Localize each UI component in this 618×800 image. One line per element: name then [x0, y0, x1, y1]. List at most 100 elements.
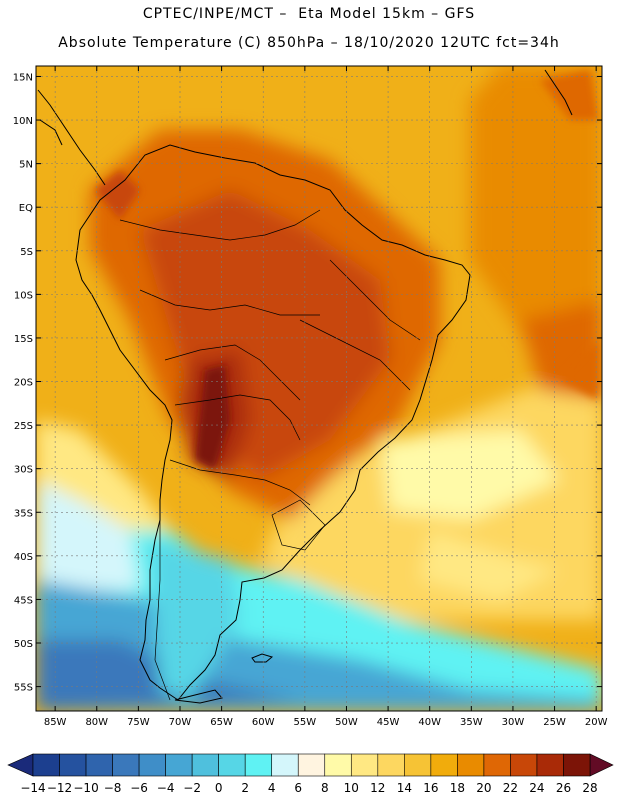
colorbar-swatch — [59, 753, 87, 777]
border-uruguay — [271, 499, 326, 551]
lat-tick-label: 10S — [14, 290, 33, 301]
lon-tick-label: 25W — [543, 717, 566, 728]
border-north — [119, 209, 321, 241]
lon-tick-label: 55W — [294, 717, 317, 728]
colorbar-label: 14 — [397, 781, 412, 795]
colorbar-boxes — [7, 753, 614, 777]
colorbar-label: 26 — [556, 781, 571, 795]
colorbar-label: 8 — [321, 781, 329, 795]
field-patagonia — [150, 540, 240, 700]
lat-tick-label: EQ — [19, 203, 33, 214]
coastlines — [37, 69, 573, 704]
border-argentina-north — [169, 459, 311, 506]
colorbar-label: −2 — [183, 781, 201, 795]
lon-tick-label: 40W — [418, 717, 441, 728]
lat-tick-label: 35S — [14, 508, 33, 519]
lat-tick-label: 45S — [14, 595, 33, 606]
colorbar-swatch — [271, 753, 299, 777]
lat-tick-label: 55S — [14, 683, 33, 694]
lon-tick-label: 35W — [460, 717, 483, 728]
lon-tick-label: 65W — [210, 717, 233, 728]
caribbean-islands — [544, 69, 573, 116]
colorbar-label: 6 — [294, 781, 302, 795]
border-brazil-states — [299, 319, 411, 391]
field-pacific-pale — [36, 480, 140, 590]
colorbar-swatch — [112, 753, 140, 777]
colorbar-swatch — [457, 753, 485, 777]
colorbar-swatch — [297, 753, 326, 777]
colorbar-label: −10 — [73, 781, 98, 795]
field-east-warm-spot — [560, 340, 598, 400]
colorbar-min-arrow — [7, 753, 34, 777]
colorbar-label: 4 — [268, 781, 276, 795]
lon-tick-label: 60W — [252, 717, 275, 728]
border-chile-argentina — [154, 500, 171, 701]
lat-tick-label: 50S — [14, 639, 33, 650]
colorbar-swatch — [218, 753, 246, 777]
colorbar-label: 2 — [241, 781, 249, 795]
graticule — [36, 66, 602, 711]
colorbar-swatch — [85, 753, 113, 777]
colorbar: −14 −12 −10 −8 −6 −4 −2 0 2 4 6 8 10 12 14 16 18 20 22 24 26… — [7, 753, 614, 795]
colorbar-swatch — [377, 753, 405, 777]
colorbar-label: 16 — [423, 781, 438, 795]
colorbar-label: 18 — [450, 781, 465, 795]
lon-tick-label: 20W — [585, 717, 608, 728]
colorbar-label: −12 — [47, 781, 72, 795]
falklands — [251, 653, 274, 663]
lon-tick-label: 75W — [127, 717, 150, 728]
colorbar-swatch — [404, 753, 432, 777]
lon-tick-label: 45W — [377, 717, 400, 728]
colorbar-swatch — [483, 753, 511, 777]
colorbar-swatch — [536, 753, 564, 777]
colorbar-label: −6 — [130, 781, 148, 795]
chart-title-line-2: Absolute Temperature (C) 850hPa – 18/10/… — [58, 35, 560, 51]
central-america-coast — [37, 89, 106, 186]
colorbar-swatch — [430, 753, 458, 777]
lon-tick-label: 50W — [335, 717, 358, 728]
lat-tick-label: 15N — [13, 72, 33, 83]
colorbar-swatch — [165, 753, 193, 777]
colorbar-label: −8 — [104, 781, 122, 795]
temperature-map: 15N 10N 5N EQ 5S 10S 15S 20S 25S 30S 35S 40S 45S 50S 5… — [13, 65, 608, 728]
colorbar-swatch — [138, 753, 166, 777]
border-brazil-states-2 — [329, 259, 421, 341]
colorbar-label: 10 — [344, 781, 359, 795]
country-borders — [119, 209, 421, 701]
border-amazon — [139, 289, 320, 316]
lat-tick-label: 30S — [14, 465, 33, 476]
map-frame — [35, 65, 603, 712]
lat-tick-label: 20S — [14, 378, 33, 389]
chart-title-line-1: CPTEC/INPE/MCT – Eta Model 15km – GFS — [142, 6, 476, 22]
lat-tick-label: 40S — [14, 552, 33, 563]
latitude-axis: 15N 10N 5N EQ 5S 10S 15S 20S 25S 30S 35S 40S 45S 50S 5… — [13, 72, 602, 694]
colorbar-swatch — [563, 753, 591, 777]
field-hotspot — [195, 365, 230, 470]
colorbar-swatch — [324, 753, 352, 777]
border-paraguay — [174, 394, 301, 441]
south-america-coast — [75, 144, 471, 701]
lon-tick-label: 85W — [44, 717, 67, 728]
colorbar-label: 22 — [503, 781, 518, 795]
colorbar-swatch — [191, 753, 219, 777]
colorbar-swatch — [510, 753, 538, 777]
border-bolivia — [164, 344, 301, 401]
colorbar-labels: −14 −12 −10 −8 −6 −4 −2 0 2 4 6 8 10 12 14 16 18 20 22 24 26… — [20, 781, 597, 795]
colorbar-label: 28 — [582, 781, 597, 795]
lat-tick-label: 5S — [20, 247, 33, 258]
colorbar-label: 20 — [476, 781, 491, 795]
colorbar-label: 0 — [215, 781, 223, 795]
lat-tick-label: 10N — [13, 116, 33, 127]
field-andes-north-hot — [95, 170, 140, 220]
temperature-field — [36, 66, 602, 711]
colorbar-swatch — [244, 753, 273, 777]
colorbar-label: −4 — [157, 781, 175, 795]
colorbar-label: −14 — [20, 781, 45, 795]
lon-tick-label: 30W — [502, 717, 525, 728]
colorbar-max-arrow — [589, 753, 614, 777]
lat-tick-label: 25S — [14, 421, 33, 432]
colorbar-label: 12 — [370, 781, 385, 795]
colorbar-swatch — [32, 753, 60, 777]
colorbar-label: 24 — [529, 781, 544, 795]
field-pale-tongue — [380, 430, 560, 520]
